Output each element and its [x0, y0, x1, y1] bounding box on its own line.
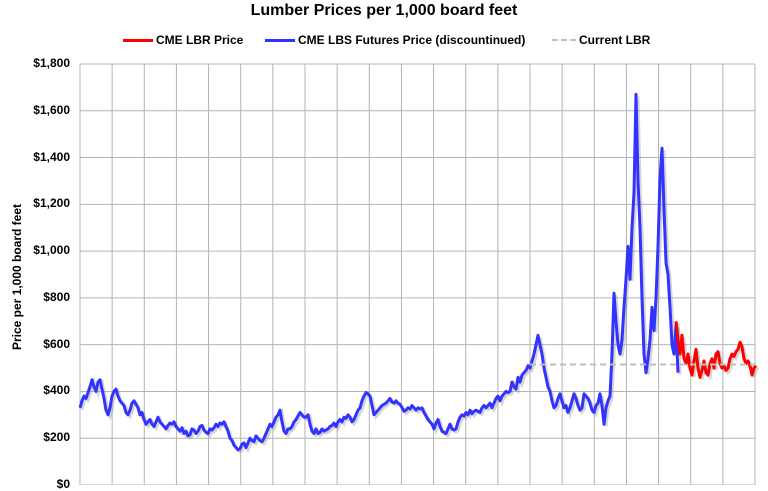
legend-label-lbs: CME LBS Futures Price (discountinued): [298, 33, 526, 47]
chart-title: Lumber Prices per 1,000 board feet: [250, 2, 518, 19]
legend: CME LBR Price CME LBS Futures Price (dis…: [0, 32, 768, 50]
y-tick-label: $400: [43, 383, 70, 398]
legend-swatch-red-line-icon: [123, 38, 153, 42]
legend-swatch-dashed-line-icon: [552, 39, 576, 41]
y-tick-label: $1,400: [33, 149, 70, 164]
y-tick-label: $200: [43, 430, 70, 445]
y-tick-label: $1,200: [33, 196, 70, 211]
legend-label-lbr: CME LBR Price: [156, 33, 244, 47]
legend-item-lbs: CME LBS Futures Price (discountinued): [265, 32, 525, 48]
y-tick-label: $1,800: [33, 56, 70, 70]
legend-label-current: Current LBR: [579, 33, 651, 47]
y-tick-label: $800: [43, 289, 70, 304]
y-tick-label: $1,000: [33, 243, 70, 258]
y-tick-label: $1,600: [33, 102, 70, 117]
series-line: [674, 321, 758, 379]
legend-swatch-blue-line-icon: [265, 38, 295, 42]
y-tick-label: $600: [43, 336, 70, 351]
series-line: [78, 92, 680, 452]
legend-item-lbr: CME LBR Price: [123, 32, 243, 48]
legend-item-current: Current LBR: [552, 32, 650, 48]
